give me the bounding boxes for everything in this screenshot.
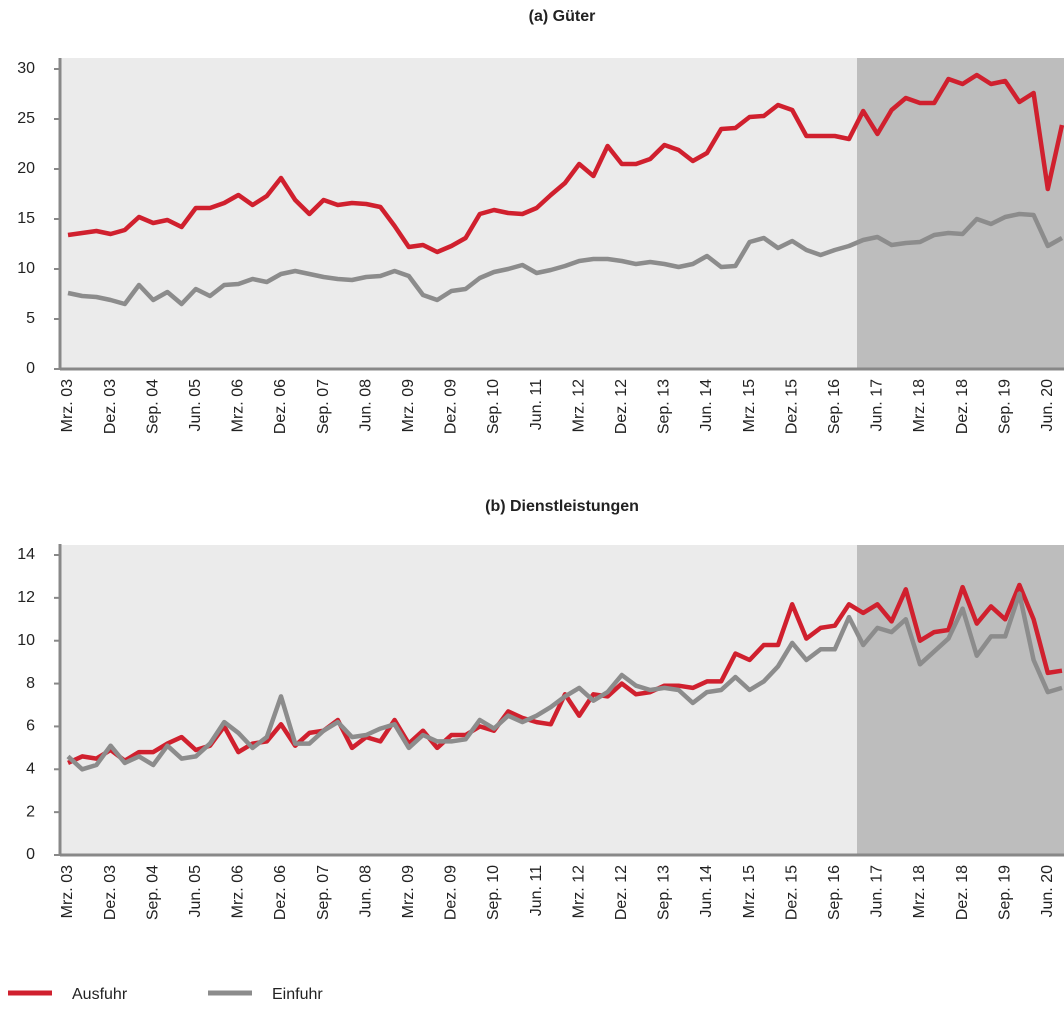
x-tick-label: Mrz. 15 (741, 379, 758, 432)
y-tick-label: 0 (26, 846, 35, 863)
x-tick-label: Dez. 09 (443, 379, 460, 434)
x-tick-label: Jun. 20 (1039, 379, 1056, 432)
x-tick-label: Sep. 16 (826, 379, 843, 434)
x-tick-label: Sep. 04 (144, 865, 161, 920)
chart-title: (a) Güter (529, 8, 596, 25)
y-tick-label: 12 (17, 589, 35, 606)
x-tick-label: Jun. 08 (357, 379, 374, 432)
y-tick-label: 10 (17, 632, 35, 649)
x-tick-label: Mrz. 06 (230, 379, 247, 432)
x-tick-label: Dez. 12 (613, 379, 630, 434)
x-tick-label: Sep. 16 (826, 865, 843, 920)
line-series (67, 72, 1064, 255)
x-tick-label: Sep. 13 (656, 379, 673, 434)
x-tick-label: Dez. 15 (783, 865, 800, 920)
y-tick-label: 15 (17, 210, 35, 227)
line-series (67, 211, 1064, 307)
x-tick-label: Jun. 17 (869, 865, 886, 918)
x-tick-label: Mrz. 18 (911, 865, 928, 918)
x-tick-label: Mrz. 15 (741, 865, 758, 918)
y-tick-label: 10 (17, 260, 35, 277)
chart-title: (b) Dienstleistungen (485, 498, 639, 515)
y-tick-label: 25 (17, 110, 35, 127)
line-series (66, 591, 1063, 772)
x-tick-label: Jun. 14 (698, 865, 715, 918)
x-tick-label: Jun. 20 (1039, 865, 1056, 918)
x-tick-label: Jun. 05 (187, 865, 204, 918)
x-tick-label: Sep. 10 (485, 379, 502, 434)
y-tick-label: 6 (26, 718, 35, 735)
x-tick-label: Dez. 03 (102, 379, 119, 434)
x-tick-label: Dez. 12 (613, 865, 630, 920)
x-tick-label: Jun. 08 (357, 865, 374, 918)
x-tick-label: Mrz. 12 (570, 865, 587, 918)
x-tick-label: Dez. 18 (954, 379, 971, 434)
x-tick-label: Sep. 19 (996, 865, 1013, 920)
y-tick-label: 30 (17, 60, 35, 77)
y-tick-label: 4 (26, 761, 35, 778)
x-tick-label: Dez. 06 (272, 379, 289, 434)
x-tick-label: Sep. 07 (315, 865, 332, 920)
x-tick-label: Sep. 07 (315, 379, 332, 434)
x-tick-label: Mrz. 06 (230, 865, 247, 918)
y-tick-label: 0 (26, 360, 35, 377)
x-tick-label: Jun. 11 (528, 865, 545, 916)
y-tick-label: 5 (26, 310, 35, 327)
x-tick-label: Mrz. 03 (59, 379, 76, 432)
x-tick-label: Dez. 06 (272, 865, 289, 920)
y-tick-label: 14 (17, 546, 35, 563)
x-tick-label: Dez. 18 (954, 865, 971, 920)
x-tick-label: Mrz. 03 (59, 865, 76, 918)
x-tick-label: Dez. 09 (443, 865, 460, 920)
x-tick-label: Jun. 17 (869, 379, 886, 432)
y-tick-label: 2 (26, 803, 35, 820)
x-tick-label: Dez. 03 (102, 865, 119, 920)
x-tick-label: Dez. 15 (783, 379, 800, 434)
x-tick-label: Sep. 13 (656, 865, 673, 920)
y-tick-label: 8 (26, 675, 35, 692)
x-tick-label: Sep. 04 (144, 379, 161, 434)
x-tick-label: Sep. 10 (485, 865, 502, 920)
x-tick-label: Sep. 19 (996, 379, 1013, 434)
x-tick-label: Jun. 05 (187, 379, 204, 432)
legend-label: Ausfuhr (72, 986, 128, 1003)
x-tick-label: Mrz. 09 (400, 379, 417, 432)
y-tick-label: 20 (17, 160, 35, 177)
x-tick-label: Mrz. 18 (911, 379, 928, 432)
x-tick-label: Mrz. 12 (570, 379, 587, 432)
legend-label: Einfuhr (272, 986, 323, 1003)
x-tick-label: Mrz. 09 (400, 865, 417, 918)
x-tick-label: Jun. 11 (528, 379, 545, 430)
x-tick-label: Jun. 14 (698, 379, 715, 432)
